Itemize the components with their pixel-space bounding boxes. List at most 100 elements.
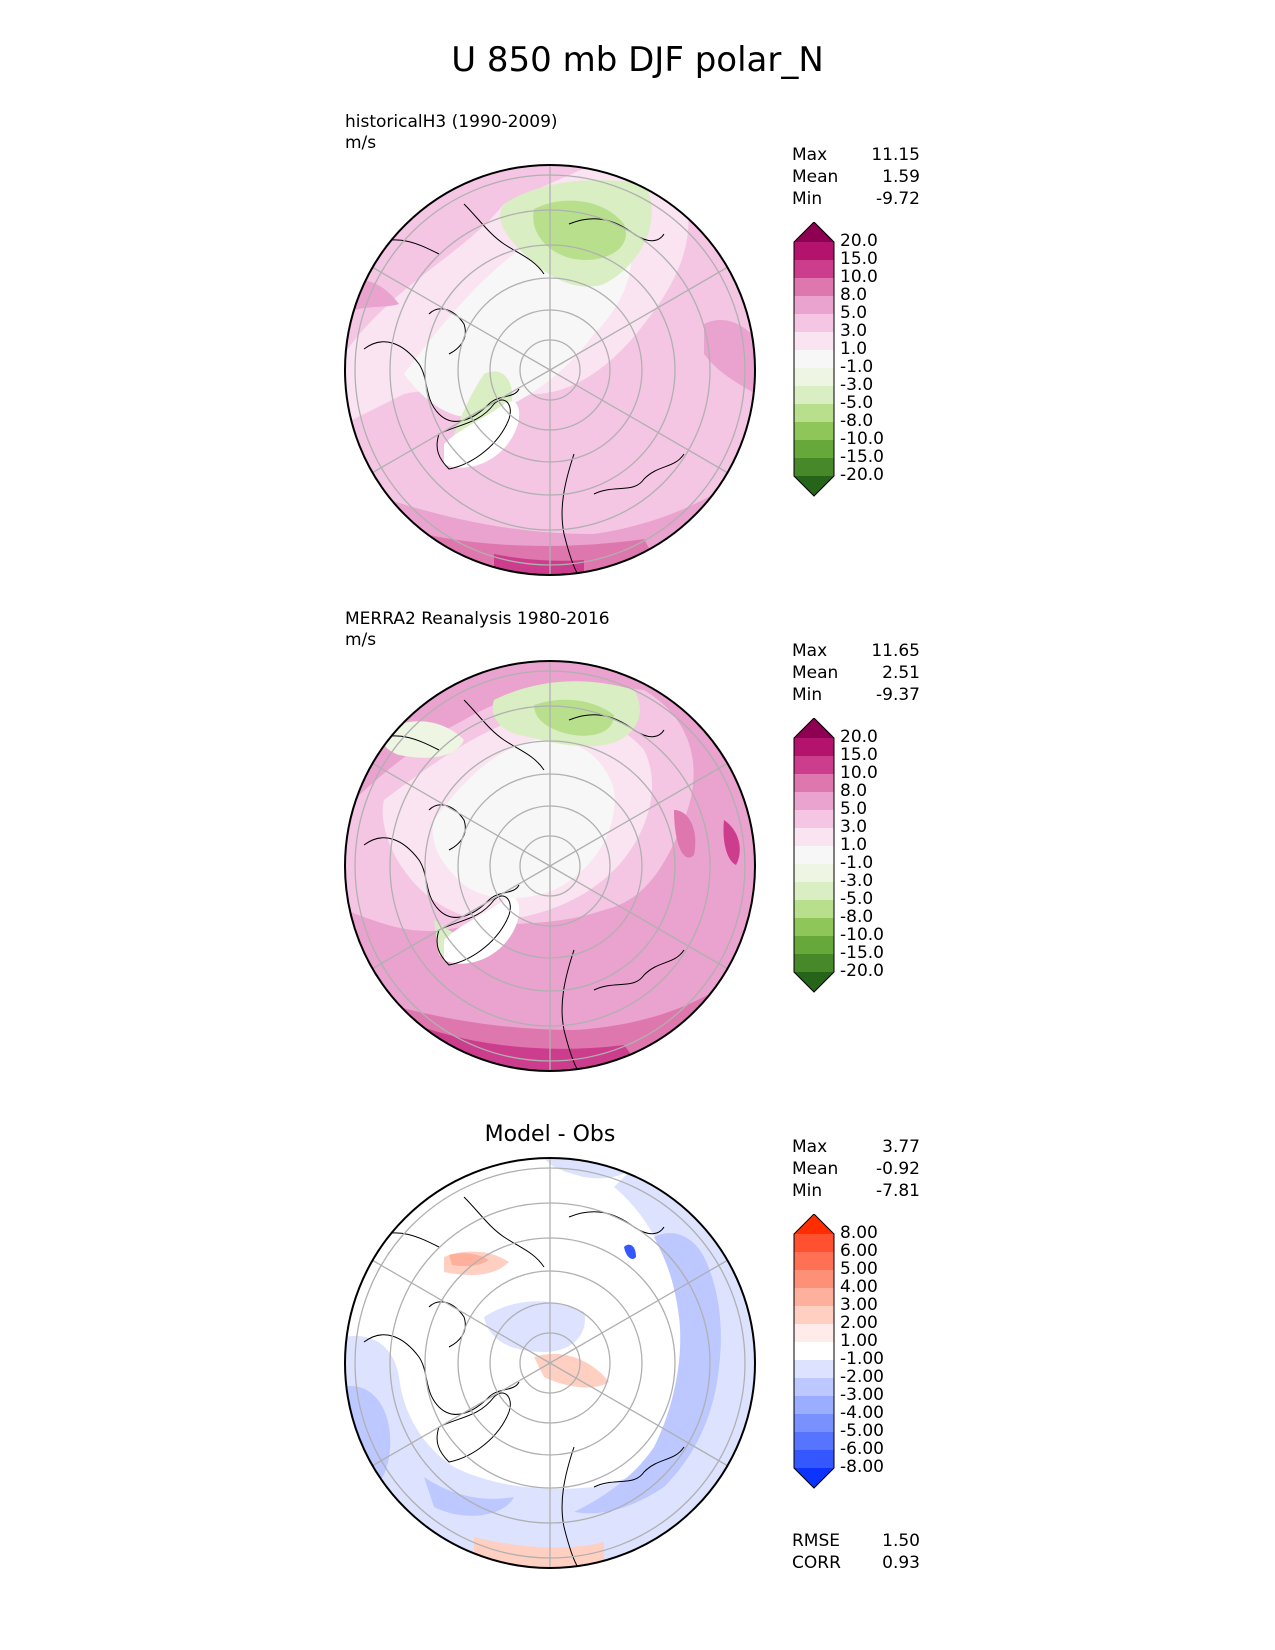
colorbar-swatch [794,350,834,369]
colorbar-swatch [794,774,834,793]
panel3-metric-rmse: RMSE 1.50 [792,1531,920,1551]
colorbar-swatch [794,404,834,423]
colorbar-swatch [794,954,834,973]
panel1-stat-min: Min -9.72 [792,189,920,209]
colorbar-tick-label: -20.0 [840,961,884,981]
colorbar-swatch [794,260,834,279]
colorbar-tick-label: 3.0 [840,321,868,341]
colorbar-swatch [794,1432,834,1451]
panel2-colorbar [793,718,835,993]
colorbar-swatch [794,314,834,333]
colorbar-tick-label: -4.00 [840,1403,884,1423]
colorbar-swatch [794,278,834,297]
colorbar-swatch [794,864,834,883]
colorbar-extend-top [794,1214,834,1234]
panel2-stats: Max 11.65 Mean 2.51 Min -9.37 [792,640,920,706]
panel1-stat-max: Max 11.15 [792,145,920,165]
colorbar-tick-label: 5.0 [840,799,868,819]
colorbar-tick-label: 1.0 [840,339,868,359]
panel3-stat-max: Max 3.77 [792,1137,920,1157]
panel2-polar-map [344,660,756,1072]
colorbar-swatch [794,810,834,829]
panel3-stat-min: Min -7.81 [792,1181,920,1201]
colorbar-swatch [794,756,834,775]
panel3-polar-map [344,1157,756,1569]
colorbar-tick-label: -15.0 [840,943,884,963]
colorbar-swatch [794,386,834,405]
panel1-dataset: historicalH3 (1990-2009) [345,112,558,132]
colorbar-tick-label: 4.00 [840,1277,878,1297]
panel1-colorbar [793,222,835,497]
colorbar-swatch [794,1324,834,1343]
colorbar-tick-label: 20.0 [840,727,878,747]
colorbar-tick-label: -1.00 [840,1349,884,1369]
colorbar-tick-label: 2.00 [840,1313,878,1333]
colorbar-swatch [794,296,834,315]
panel1-polar-map [344,164,756,576]
colorbar-swatch [794,1306,834,1325]
colorbar-swatch [794,1360,834,1379]
panel2-stat-max: Max 11.65 [792,641,920,661]
colorbar-swatch [794,900,834,919]
colorbar-tick-label: 8.0 [840,781,868,801]
panel1-units: m/s [345,133,377,153]
colorbar-tick-label: 8.00 [840,1223,878,1243]
colorbar-extend-top [794,222,834,242]
panel1-stats: Max 11.15 Mean 1.59 Min -9.72 [792,144,920,210]
colorbar-tick-label: 15.0 [840,745,878,765]
colorbar-swatch [794,368,834,387]
colorbar-tick-label: -15.0 [840,447,884,467]
colorbar-swatch [794,1450,834,1469]
colorbar-swatch [794,738,834,757]
colorbar-tick-label: -10.0 [840,429,884,449]
panel3-metrics: RMSE 1.50 CORR 0.93 [792,1530,920,1574]
panel3-metric-corr: CORR 0.93 [792,1553,920,1573]
colorbar-tick-label: 10.0 [840,267,878,287]
panel1-label: historicalH3 (1990-2009) m/s [345,112,558,154]
colorbar-tick-label: -3.00 [840,1385,884,1405]
colorbar-tick-label: -5.0 [840,393,874,413]
colorbar-tick-label: 20.0 [840,231,878,251]
colorbar-tick-label: 10.0 [840,763,878,783]
colorbar-tick-label: -5.0 [840,889,874,909]
colorbar-tick-label: -20.0 [840,465,884,485]
panel2-dataset: MERRA2 Reanalysis 1980-2016 [345,609,610,629]
colorbar-extend-bottom [794,476,834,496]
colorbar-swatch [794,1252,834,1271]
colorbar-swatch [794,1378,834,1397]
colorbar-tick-label: 1.0 [840,835,868,855]
colorbar-swatch [794,1270,834,1289]
colorbar-swatch [794,1234,834,1253]
colorbar-tick-label: -8.0 [840,907,874,927]
colorbar-tick-label: -6.00 [840,1439,884,1459]
colorbar-swatch [794,1396,834,1415]
colorbar-swatch [794,440,834,459]
panel3-title: Model - Obs [484,1122,616,1147]
colorbar-extend-top [794,718,834,738]
colorbar-tick-label: -5.00 [840,1421,884,1441]
colorbar-tick-label: -8.00 [840,1457,884,1477]
colorbar-tick-label: 1.00 [840,1331,878,1351]
figure-title: U 850 mb DJF polar_N [451,40,824,80]
colorbar-tick-label: 5.00 [840,1259,878,1279]
panel1-stat-mean: Mean 1.59 [792,167,920,187]
colorbar-swatch [794,242,834,261]
colorbar-swatch [794,1414,834,1433]
panel2-units: m/s [345,630,377,650]
colorbar-tick-label: 8.0 [840,285,868,305]
colorbar-tick-label: 3.0 [840,817,868,837]
colorbar-swatch [794,1288,834,1307]
colorbar-swatch [794,828,834,847]
colorbar-swatch [794,332,834,351]
panel2-stat-min: Min -9.37 [792,685,920,705]
colorbar-swatch [794,1342,834,1361]
colorbar-tick-label: -8.0 [840,411,874,431]
colorbar-swatch [794,458,834,477]
colorbar-swatch [794,882,834,901]
colorbar-tick-label: 6.00 [840,1241,878,1261]
panel2-stat-mean: Mean 2.51 [792,663,920,683]
colorbar-tick-label: -2.00 [840,1367,884,1387]
colorbar-swatch [794,422,834,441]
colorbar-tick-label: 5.0 [840,303,868,323]
colorbar-swatch [794,846,834,865]
